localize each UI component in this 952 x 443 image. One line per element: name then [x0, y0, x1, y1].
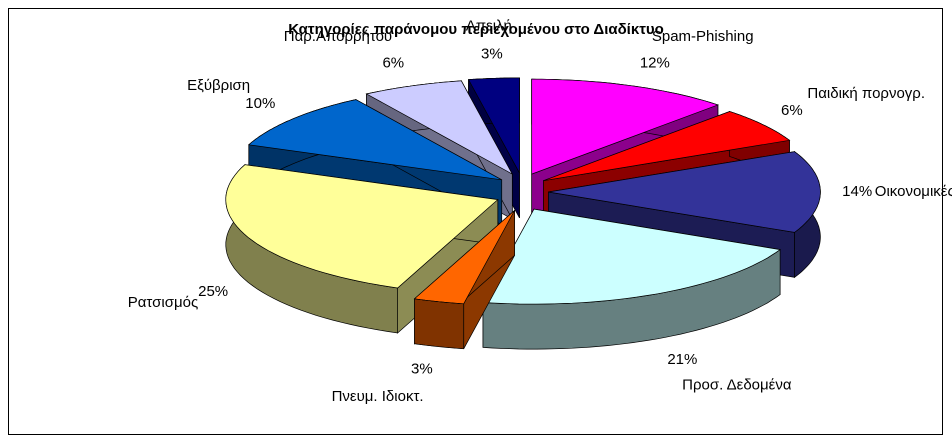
- slice-top: [225, 164, 499, 289]
- category-label: Απειλή: [466, 17, 512, 34]
- data-label: 3%: [481, 46, 503, 63]
- data-label: 6%: [781, 102, 803, 119]
- slice-top: [467, 77, 520, 174]
- data-label: 14%: [842, 183, 872, 200]
- slice: [413, 209, 515, 350]
- data-label: 21%: [667, 351, 697, 368]
- category-label: Οικονομικές απάτες: [875, 183, 952, 200]
- data-label: 3%: [411, 360, 433, 377]
- data-label: 12%: [640, 55, 670, 72]
- slice-top: [531, 78, 719, 175]
- category-label: Παρ.Απορρήτου: [284, 28, 392, 45]
- slice: [482, 208, 782, 350]
- category-label: Ρατσισμός: [128, 294, 198, 311]
- slice-top: [413, 210, 515, 305]
- data-label: 10%: [245, 95, 275, 112]
- category-label: Παιδική πορνογρ.: [807, 85, 925, 102]
- slice-top: [548, 151, 821, 233]
- category-label: Προσ. Δεδομένα: [682, 376, 792, 393]
- slice-top: [365, 80, 514, 175]
- chart-title: Κατηγορίες παράνομου περιεχομένου στο Δι…: [288, 21, 664, 38]
- category-label: Πνευμ. Ιδιοκτ.: [332, 388, 424, 405]
- slice-top: [482, 208, 782, 305]
- slice-top: [543, 111, 791, 182]
- slice-wall: [414, 298, 465, 350]
- data-label: 6%: [382, 55, 404, 72]
- slice-top: [247, 99, 502, 181]
- category-label: Spam-Phishing: [652, 28, 754, 45]
- data-label: 25%: [198, 283, 228, 300]
- category-label: Εξύβριση: [187, 77, 250, 94]
